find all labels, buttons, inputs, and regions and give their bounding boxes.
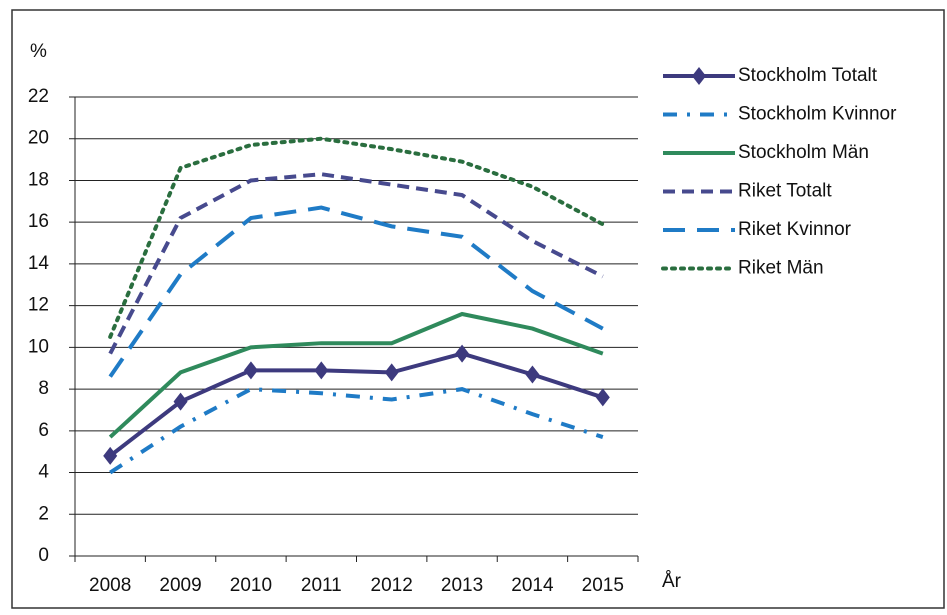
x-tick-label: 2011 bbox=[301, 575, 342, 596]
point-marker bbox=[595, 388, 610, 407]
x-tick-label: 2009 bbox=[159, 575, 201, 596]
y-tick-label: 20 bbox=[28, 128, 49, 149]
y-axis-label: % bbox=[30, 41, 47, 62]
x-tick-label: 2010 bbox=[230, 575, 272, 596]
series-line bbox=[108, 311, 604, 439]
y-tick-label: 12 bbox=[28, 295, 49, 316]
x-tick-label: 2013 bbox=[441, 575, 483, 596]
series-line bbox=[109, 387, 604, 475]
chart-frame bbox=[11, 9, 945, 609]
legend-label: Stockholm Män bbox=[738, 142, 869, 163]
point-marker bbox=[103, 446, 118, 465]
point-marker bbox=[314, 361, 329, 380]
x-tick-label: 2012 bbox=[371, 575, 413, 596]
y-tick-label: 4 bbox=[38, 462, 49, 483]
point-marker bbox=[384, 363, 399, 382]
series-line bbox=[108, 136, 605, 339]
legend-label: Riket Kvinnor bbox=[738, 219, 852, 240]
y-tick-label: 18 bbox=[28, 169, 49, 190]
point-marker bbox=[455, 344, 470, 363]
series-line bbox=[108, 351, 604, 458]
legend-label: Stockholm Kvinnor bbox=[738, 104, 897, 125]
legend-label: Stockholm Totalt bbox=[738, 65, 878, 86]
x-tick-label: 2008 bbox=[89, 575, 131, 596]
y-tick-label: 10 bbox=[28, 336, 49, 357]
y-tick-label: 14 bbox=[28, 253, 50, 274]
x-axis-label: År bbox=[662, 571, 682, 592]
x-tick-label: 2015 bbox=[582, 575, 624, 596]
legend-label: Riket Totalt bbox=[738, 181, 832, 202]
y-tick-label: 0 bbox=[38, 545, 49, 566]
y-tick-label: 2 bbox=[38, 503, 49, 524]
y-tick-label: 6 bbox=[38, 420, 49, 441]
y-tick-label: 22 bbox=[28, 86, 49, 107]
series-line bbox=[108, 172, 604, 355]
point-marker bbox=[173, 392, 188, 411]
legend-label: Riket Män bbox=[738, 258, 824, 279]
series-line bbox=[108, 205, 604, 378]
point-marker bbox=[243, 361, 258, 380]
point-marker bbox=[525, 365, 540, 384]
y-tick-label: 8 bbox=[38, 378, 49, 399]
x-tick-label: 2014 bbox=[511, 575, 554, 596]
legend-marker bbox=[692, 67, 706, 85]
y-tick-label: 16 bbox=[28, 211, 49, 232]
